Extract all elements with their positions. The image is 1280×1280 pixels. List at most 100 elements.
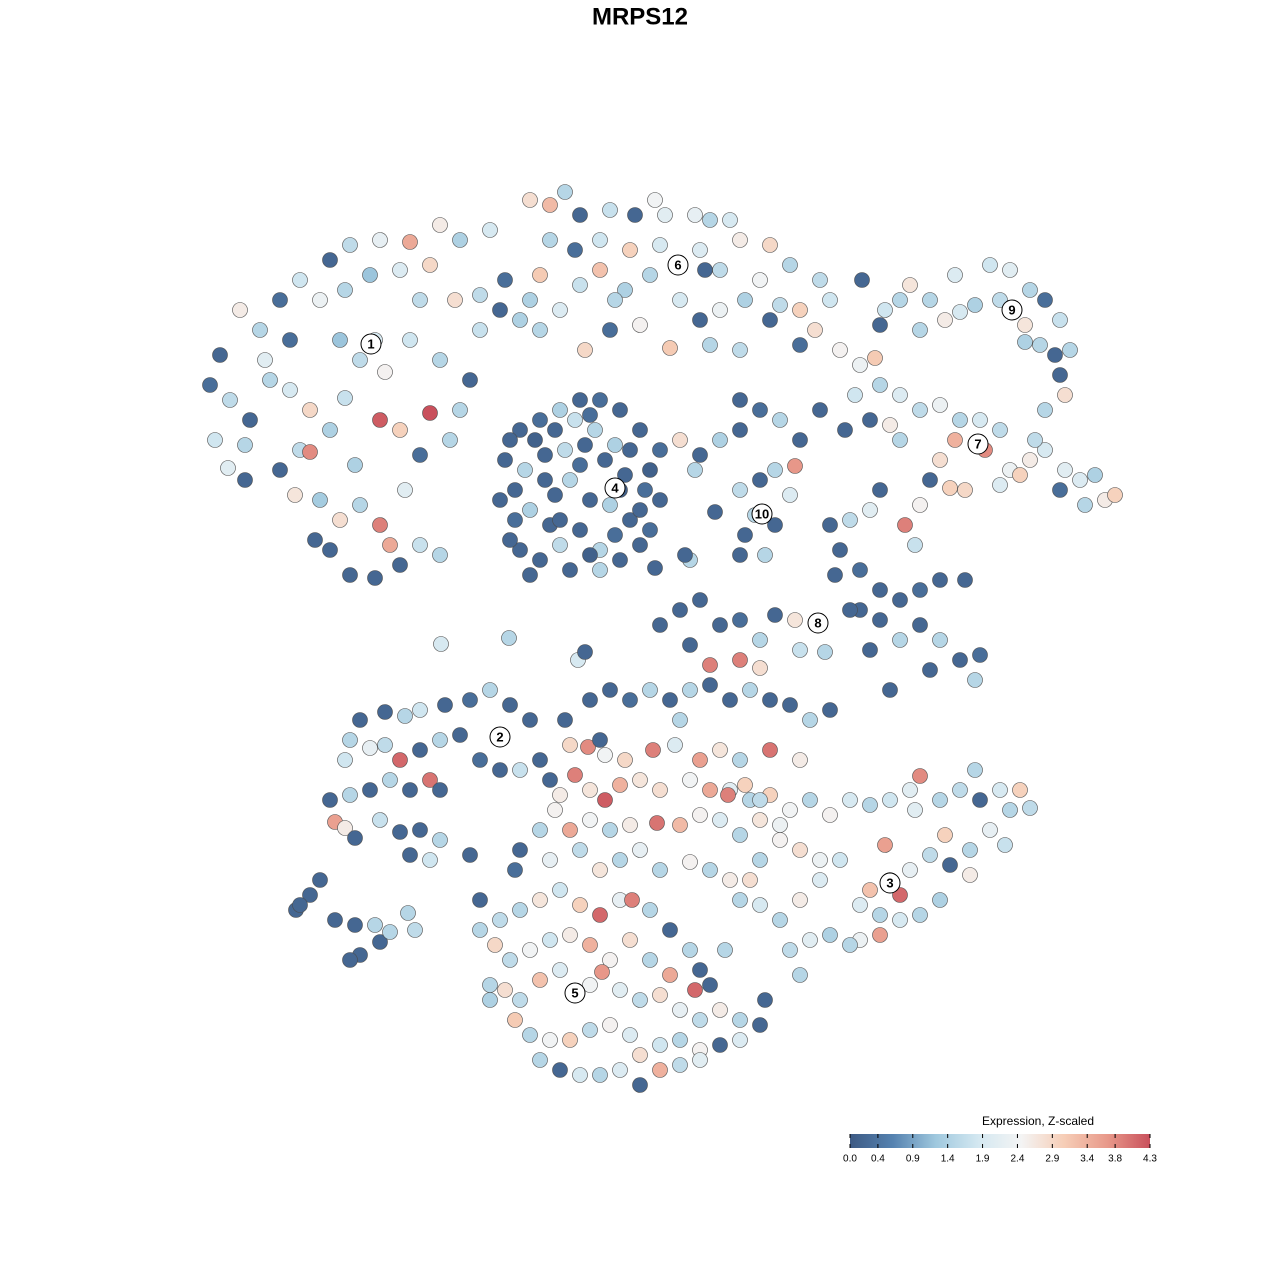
point <box>402 782 418 798</box>
point <box>672 432 688 448</box>
point <box>382 772 398 788</box>
point <box>337 282 353 298</box>
point <box>572 897 588 913</box>
point <box>582 977 598 993</box>
point <box>932 572 948 588</box>
point <box>882 682 898 698</box>
point <box>372 232 388 248</box>
point <box>542 232 558 248</box>
point <box>842 937 858 953</box>
point <box>982 822 998 838</box>
point <box>517 462 533 478</box>
cluster-label-badge <box>1001 299 1023 321</box>
point <box>432 217 448 233</box>
point <box>732 1012 748 1028</box>
point <box>732 392 748 408</box>
point <box>877 837 893 853</box>
point <box>912 617 928 633</box>
point <box>422 772 438 788</box>
point <box>1037 402 1053 418</box>
point <box>932 892 948 908</box>
point <box>645 742 661 758</box>
point <box>802 932 818 948</box>
point <box>1052 367 1068 383</box>
point <box>982 257 998 273</box>
point <box>624 892 640 908</box>
point <box>542 1032 558 1048</box>
point <box>652 617 668 633</box>
point <box>967 297 983 313</box>
point <box>712 812 728 828</box>
point <box>822 702 838 718</box>
point <box>347 917 363 933</box>
point <box>392 752 408 768</box>
point <box>967 762 983 778</box>
point <box>772 912 788 928</box>
point <box>872 482 888 498</box>
point <box>572 392 588 408</box>
point <box>892 432 908 448</box>
point <box>632 992 648 1008</box>
point <box>432 352 448 368</box>
point <box>632 1047 648 1063</box>
point <box>912 497 928 513</box>
point <box>872 927 888 943</box>
point <box>1037 442 1053 458</box>
point <box>582 782 598 798</box>
point <box>392 824 408 840</box>
point <box>762 312 778 328</box>
point <box>732 342 748 358</box>
point <box>582 812 598 828</box>
point <box>787 458 803 474</box>
point <box>672 602 688 618</box>
point <box>612 552 628 568</box>
point <box>622 1027 638 1043</box>
point <box>732 752 748 768</box>
point <box>842 512 858 528</box>
point <box>552 787 568 803</box>
point <box>862 412 878 428</box>
point <box>562 1032 578 1048</box>
cluster-label: 2 <box>496 729 503 744</box>
point <box>572 207 588 223</box>
point <box>332 512 348 528</box>
point <box>567 412 583 428</box>
point <box>812 272 828 288</box>
point <box>382 537 398 553</box>
point <box>572 842 588 858</box>
point <box>352 712 368 728</box>
point <box>702 677 718 693</box>
point <box>752 632 768 648</box>
point <box>522 712 538 728</box>
point <box>412 447 428 463</box>
point <box>752 792 768 808</box>
point <box>692 962 708 978</box>
point <box>587 422 603 438</box>
point <box>262 372 278 388</box>
point <box>552 512 568 528</box>
point <box>942 480 958 496</box>
point <box>1017 317 1033 333</box>
point <box>342 237 358 253</box>
point <box>672 1032 688 1048</box>
point <box>902 862 918 878</box>
point <box>577 342 593 358</box>
point <box>867 350 883 366</box>
point <box>632 537 648 553</box>
point <box>617 282 633 298</box>
point <box>812 872 828 888</box>
point <box>767 462 783 478</box>
point <box>452 727 468 743</box>
point <box>737 527 753 543</box>
point <box>947 267 963 283</box>
point <box>552 962 568 978</box>
point <box>652 237 668 253</box>
point <box>652 862 668 878</box>
point <box>582 1022 598 1038</box>
point <box>532 267 548 283</box>
point <box>622 692 638 708</box>
colorbar-tick-label: 3.8 <box>1108 1154 1122 1165</box>
point <box>207 432 223 448</box>
point <box>972 792 988 808</box>
point <box>307 532 323 548</box>
